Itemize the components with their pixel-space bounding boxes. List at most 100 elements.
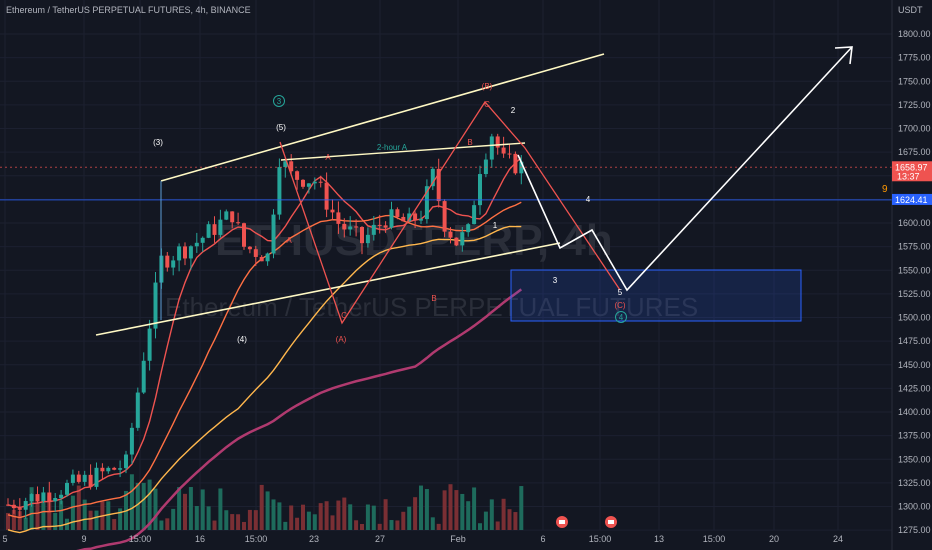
price-tag	[892, 193, 932, 205]
volume-bar	[383, 499, 388, 530]
candle-body	[301, 179, 305, 187]
candle-body	[11, 504, 16, 509]
x-tick-label: 27	[375, 534, 385, 544]
candle-body	[177, 246, 182, 261]
x-tick-label: Feb	[450, 534, 466, 544]
candle-body	[171, 260, 176, 268]
channel-lower-line	[95, 242, 561, 336]
candle-body	[507, 153, 512, 155]
candle-body	[253, 249, 258, 257]
wave-label: 3	[277, 97, 282, 106]
volume-bar	[277, 502, 282, 530]
volume-bar	[430, 517, 435, 530]
volume-bar	[253, 510, 258, 530]
wave-label: (4)	[237, 335, 247, 344]
volume-bar	[53, 512, 58, 530]
volume-bar	[23, 517, 28, 530]
candle-body	[407, 213, 412, 222]
volume-bar	[377, 523, 382, 530]
candle-body	[478, 174, 482, 206]
candle-body	[348, 226, 353, 230]
x-tick-label: 9	[81, 534, 86, 544]
volume-bar	[271, 499, 276, 530]
wave-label: (A)	[336, 335, 347, 344]
candle-body	[118, 468, 123, 470]
x-tick-label: 15:00	[129, 534, 152, 544]
candle-body	[513, 153, 518, 174]
candle-body	[430, 168, 435, 187]
wave-label: 5	[618, 288, 623, 297]
candle-body	[6, 504, 10, 506]
candle-body	[165, 255, 170, 268]
candle-body	[330, 209, 335, 213]
projection-path	[517, 46, 853, 292]
volume-bar	[259, 484, 264, 530]
candle-body	[100, 467, 105, 472]
wave-label: A	[286, 236, 292, 245]
candle-body	[324, 182, 329, 210]
wave-label: 4	[619, 313, 624, 322]
volume-bar	[224, 510, 229, 530]
candle-body	[94, 467, 99, 487]
volume-bar	[306, 511, 311, 530]
candle-body	[65, 482, 69, 495]
volume-bar	[336, 500, 341, 530]
candle-body	[35, 494, 40, 502]
y-tick-label: 1500.00	[898, 313, 931, 323]
wave-label-circle	[615, 311, 627, 323]
volume-bar	[519, 486, 524, 530]
volume-bar	[6, 512, 10, 530]
volume-bar	[118, 508, 123, 530]
y-tick-label: 1700.00	[898, 124, 931, 134]
x-tick-label: 13	[654, 534, 664, 544]
y-tick-label: 1375.00	[898, 431, 931, 441]
volume-bar	[507, 509, 512, 530]
wave-label: (5)	[276, 123, 286, 132]
volume-bar	[129, 474, 134, 530]
volume-bar	[59, 500, 64, 530]
volume-bar	[424, 489, 429, 530]
moving-averages	[7, 156, 523, 550]
candle-body	[23, 501, 28, 510]
price-tag-label: 1658.97	[895, 162, 928, 172]
candle-body	[389, 209, 394, 228]
candle-body	[147, 328, 152, 361]
candle-body	[318, 181, 323, 183]
candle-body	[141, 360, 146, 393]
y-tick-label: 1325.00	[898, 478, 931, 488]
wave-label: 1	[493, 221, 498, 230]
candle-body	[76, 474, 81, 482]
wave-label: C	[341, 311, 347, 320]
candle-body	[495, 136, 500, 148]
y-tick-label: 1600.00	[898, 218, 931, 228]
volume-bar	[454, 490, 459, 530]
candle-body	[454, 237, 459, 246]
y-tick-label: 1300.00	[898, 502, 931, 512]
candle-body	[212, 224, 217, 235]
moving-average-line	[7, 225, 522, 534]
candle-body	[70, 474, 75, 483]
volume-bar	[413, 497, 418, 530]
candle-body	[124, 454, 128, 469]
y-tick-label: 1800.00	[898, 29, 931, 39]
drawings: 9	[0, 46, 892, 336]
candle-body	[112, 467, 117, 470]
volume-bar	[236, 514, 241, 530]
projection-arrowhead	[834, 46, 853, 65]
volume-bar	[171, 508, 176, 530]
wave-label: A	[325, 153, 331, 162]
y-tick-label: 1725.00	[898, 100, 931, 110]
volume-bar	[513, 512, 518, 530]
candle-body	[265, 253, 270, 262]
candle-body	[436, 168, 441, 202]
watermark-name: Ethereum / TetherUS PERPETUAL FUTURES	[165, 292, 698, 322]
volume-bar	[442, 490, 447, 530]
y-tick-label: 1475.00	[898, 336, 931, 346]
x-tick-label: 15:00	[703, 534, 726, 544]
candle-body	[489, 136, 494, 160]
candle-body	[206, 224, 211, 238]
candle-body	[188, 246, 193, 259]
candle-body	[448, 231, 453, 238]
candle-body	[360, 226, 364, 244]
